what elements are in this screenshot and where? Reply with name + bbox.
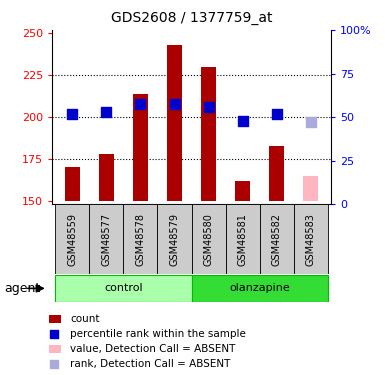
Text: value, Detection Call = ABSENT: value, Detection Call = ABSENT — [70, 344, 236, 354]
Text: GSM48578: GSM48578 — [136, 213, 146, 266]
Bar — [55, 204, 89, 274]
Bar — [226, 204, 259, 274]
Text: GSM48579: GSM48579 — [169, 213, 179, 266]
Bar — [157, 204, 192, 274]
Point — [206, 104, 212, 110]
Point — [308, 119, 314, 125]
Text: percentile rank within the sample: percentile rank within the sample — [70, 329, 246, 339]
Text: rank, Detection Call = ABSENT: rank, Detection Call = ABSENT — [70, 359, 231, 369]
Bar — [167, 45, 182, 201]
Title: GDS2608 / 1377759_at: GDS2608 / 1377759_at — [111, 11, 272, 25]
Bar — [133, 94, 148, 201]
Bar — [99, 154, 114, 201]
Text: GSM48559: GSM48559 — [67, 213, 77, 266]
Text: GSM48577: GSM48577 — [101, 213, 111, 266]
Point — [69, 111, 75, 117]
Point — [239, 117, 246, 123]
Text: GSM48580: GSM48580 — [204, 213, 214, 266]
Point — [103, 109, 109, 115]
Bar — [235, 181, 250, 201]
Text: count: count — [70, 314, 100, 324]
Point — [51, 361, 57, 367]
Text: GSM48583: GSM48583 — [306, 213, 316, 266]
Point — [137, 101, 144, 107]
Text: GSM48582: GSM48582 — [272, 213, 282, 266]
Text: control: control — [104, 284, 143, 293]
Bar — [303, 176, 318, 201]
Text: GSM48581: GSM48581 — [238, 213, 248, 266]
Bar — [192, 204, 226, 274]
Point — [274, 111, 280, 117]
Bar — [65, 168, 80, 201]
Bar — [294, 204, 328, 274]
Bar — [192, 275, 328, 302]
Bar — [124, 204, 157, 274]
Bar — [49, 345, 61, 353]
Bar — [89, 204, 124, 274]
Bar — [55, 275, 192, 302]
Text: olanzapine: olanzapine — [229, 284, 290, 293]
Bar — [49, 315, 61, 323]
Point — [171, 101, 177, 107]
Bar — [269, 146, 284, 201]
Text: agent: agent — [4, 282, 40, 295]
Point — [51, 331, 57, 337]
Bar — [259, 204, 294, 274]
Bar — [201, 67, 216, 201]
